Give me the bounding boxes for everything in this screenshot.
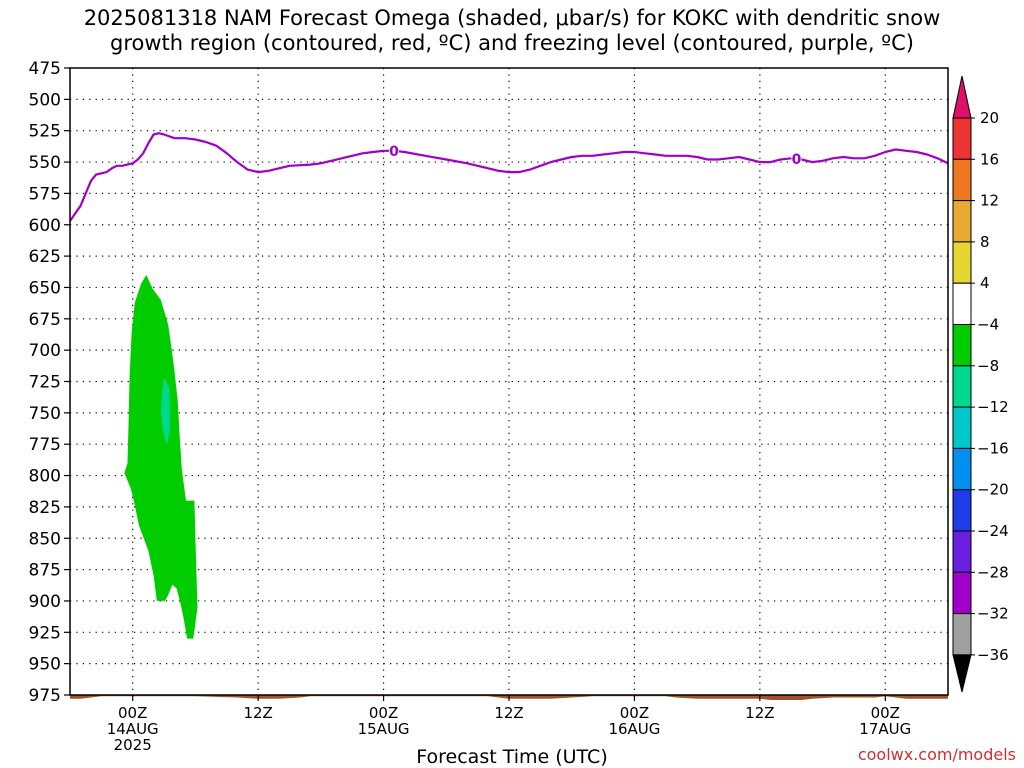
chart-title: 2025081318 NAM Forecast Omega (shaded, μ… xyxy=(0,6,1024,56)
colorbar-label: −28 xyxy=(977,563,1009,581)
x-tick-label: 00Z xyxy=(369,704,398,722)
x-tick-label: 17AUG xyxy=(859,720,911,738)
y-tick-label: 825 xyxy=(29,498,61,518)
x-tick-label: 12Z xyxy=(494,704,523,722)
x-tick-label: 12Z xyxy=(243,704,272,722)
y-tick-label: 575 xyxy=(29,184,61,204)
x-tick-label: 2025 xyxy=(114,736,152,754)
colorbar-bottom-arrow xyxy=(952,654,972,693)
y-tick-label: 550 xyxy=(29,153,61,173)
title-line-1: 2025081318 NAM Forecast Omega (shaded, μ… xyxy=(83,6,941,30)
y-tick-label: 675 xyxy=(29,310,61,330)
y-tick-label: 950 xyxy=(29,655,61,675)
x-axis-label: Forecast Time (UTC) xyxy=(416,746,608,768)
contour-label: 0 xyxy=(792,152,802,168)
y-tick-label: 600 xyxy=(29,216,61,236)
y-tick-label: 650 xyxy=(29,278,61,298)
y-tick-label: 475 xyxy=(29,59,61,79)
x-tick-label: 00Z xyxy=(871,704,900,722)
colorbar-segment xyxy=(952,489,972,532)
y-tick-label: 900 xyxy=(29,592,61,612)
x-tick-label: 00Z xyxy=(118,704,147,722)
colorbar-label: 16 xyxy=(980,150,999,168)
x-tick-label: 15AUG xyxy=(358,720,410,738)
omega-shading xyxy=(124,274,198,639)
colorbar-segment xyxy=(952,406,972,449)
contour-label-bg xyxy=(389,141,400,158)
colorbar-label: 8 xyxy=(980,233,990,251)
x-tick-label: 14AUG xyxy=(107,720,159,738)
colorbar-label: −24 xyxy=(977,522,1009,540)
freezing-level-contour: 00 xyxy=(69,132,949,222)
omega-region xyxy=(160,377,171,445)
colorbar-segment xyxy=(952,117,972,160)
colorbar-label: −36 xyxy=(977,646,1009,664)
colorbar-label: 12 xyxy=(980,192,999,210)
y-tick-label: 725 xyxy=(29,373,61,393)
colorbar-segment xyxy=(952,571,972,615)
colorbar-segment xyxy=(952,613,972,656)
colorbar-label: −4 xyxy=(977,316,999,334)
axes: 475 500 525 550 575 600 625 650 675 700 725 750 775 8… xyxy=(29,59,949,754)
colorbar-segment xyxy=(952,241,972,284)
x-tick-label: 12Z xyxy=(745,704,774,722)
y-tick-label: 975 xyxy=(29,686,61,706)
colorbar-label: −12 xyxy=(977,398,1009,416)
contour-label-bg xyxy=(791,149,802,166)
colorbar-segment xyxy=(952,158,972,202)
colorbar: 20 16 12 8 4 −4 −8 −12 −16 −20 −24 −28 −32 −36 xyxy=(952,75,1009,693)
credit-text: coolwx.com/models xyxy=(857,745,1016,764)
x-tick-label: 00Z xyxy=(620,704,649,722)
colorbar-label: −8 xyxy=(977,357,999,375)
colorbar-label: −16 xyxy=(977,439,1009,457)
y-tick-label: 500 xyxy=(29,90,61,110)
y-tick-label: 625 xyxy=(29,247,61,267)
colorbar-label: −32 xyxy=(977,605,1009,623)
y-tick-label: 850 xyxy=(29,529,61,549)
colorbar-label: 20 xyxy=(980,109,999,127)
colorbar-label: −20 xyxy=(977,481,1009,499)
y-tick-label: 925 xyxy=(29,623,61,643)
colorbar-segment xyxy=(952,324,972,367)
colorbar-top-arrow xyxy=(952,75,972,119)
colorbar-segment xyxy=(952,365,972,408)
colorbar-segment xyxy=(952,282,972,326)
contour-label: 0 xyxy=(389,144,399,160)
colorbar-segment xyxy=(952,530,972,573)
y-tick-label: 875 xyxy=(29,561,61,581)
omega-region xyxy=(124,274,198,639)
y-tick-label: 800 xyxy=(29,467,61,487)
title-line-2: growth region (contoured, red, ºC) and f… xyxy=(110,31,914,55)
x-tick-label: 16AUG xyxy=(608,720,660,738)
y-tick-label: 525 xyxy=(29,122,61,142)
y-tick-label: 775 xyxy=(29,435,61,455)
colorbar-segment xyxy=(952,447,972,491)
y-tick-label: 750 xyxy=(29,404,61,424)
colorbar-label: 4 xyxy=(980,274,990,292)
y-tick-label: 700 xyxy=(29,341,61,361)
colorbar-segment xyxy=(952,200,972,243)
